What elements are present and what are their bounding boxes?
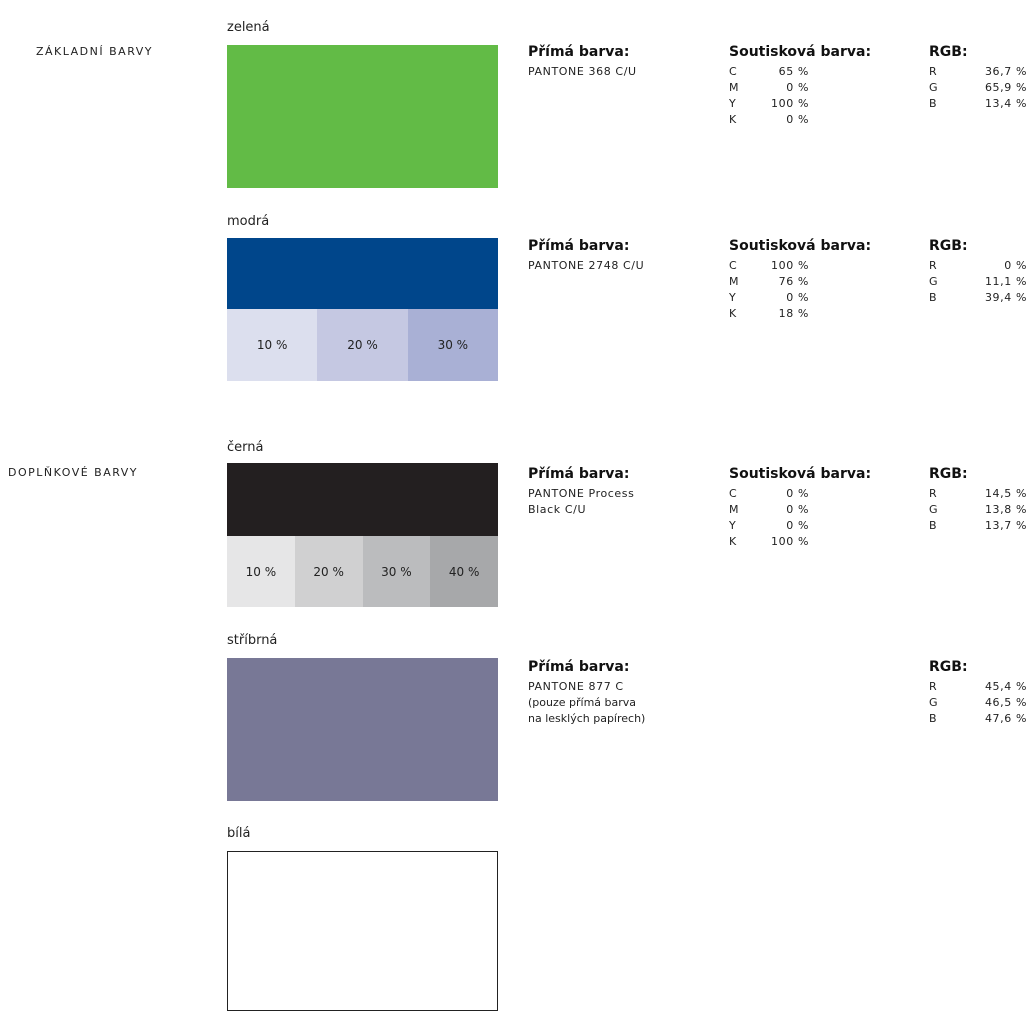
- rgb-heading-green: RGB:: [929, 44, 968, 60]
- process-color-heading-black: Soutisková barva:: [729, 466, 872, 482]
- rgb-heading-silver: RGB:: [929, 659, 968, 675]
- cmyk-row-k: K 100 %: [729, 535, 809, 548]
- rgb-row-b: B 13,4 %: [929, 97, 1027, 110]
- pantone-note-line: (pouze přímá barva: [528, 696, 637, 709]
- spot-color-heading-green: Přímá barva:: [528, 44, 630, 60]
- tints-black: 10 % 20 % 30 % 40 %: [227, 536, 498, 607]
- tint-black-20: 20 %: [294, 536, 363, 607]
- spot-color-heading-black: Přímá barva:: [528, 466, 630, 482]
- cmyk-row-k: K 18 %: [729, 307, 809, 320]
- color-name-black: černá: [227, 440, 264, 455]
- rgb-row-b: B 39,4 %: [929, 291, 1027, 304]
- rgb-row-r: R 14,5 %: [929, 487, 1027, 500]
- section-label-basic-colors: ZÁKLADNÍ BARVY: [36, 45, 153, 58]
- tints-blue: 10 % 20 % 30 %: [227, 309, 498, 381]
- rgb-row-g: G 11,1 %: [929, 275, 1027, 288]
- color-name-blue: modrá: [227, 214, 270, 229]
- tint-blue-10: 10 %: [227, 309, 318, 381]
- rgb-row-r: R 45,4 %: [929, 680, 1027, 693]
- rgb-black: R 14,5 % G 13,8 % B 13,7 %: [929, 486, 1027, 534]
- pantone-line: Black C/U: [528, 503, 587, 516]
- swatch-green: [227, 45, 498, 188]
- color-name-white: bílá: [227, 826, 251, 841]
- cmyk-row-c: C 100 %: [729, 259, 809, 272]
- cmyk-row-c: C 65 %: [729, 65, 809, 78]
- rgb-row-g: G 13,8 %: [929, 503, 1027, 516]
- swatch-black: [227, 463, 498, 536]
- process-color-heading-green: Soutisková barva:: [729, 44, 872, 60]
- rgb-silver: R 45,4 % G 46,5 % B 47,6 %: [929, 679, 1027, 727]
- pantone-line: PANTONE 2748 C/U: [528, 259, 645, 272]
- rgb-row-b: B 13,7 %: [929, 519, 1027, 532]
- rgb-heading-blue: RGB:: [929, 238, 968, 254]
- spot-color-heading-silver: Přímá barva:: [528, 659, 630, 675]
- pantone-blue: PANTONE 2748 C/U: [528, 258, 644, 274]
- rgb-green: R 36,7 % G 65,9 % B 13,4 %: [929, 64, 1027, 112]
- rgb-row-g: G 65,9 %: [929, 81, 1027, 94]
- cmyk-row-m: M 76 %: [729, 275, 809, 288]
- tint-black-30: 30 %: [362, 536, 431, 607]
- pantone-note-line: na lesklých papírech): [528, 712, 646, 725]
- color-name-green: zelená: [227, 20, 270, 35]
- section-label-supplementary-colors: DOPLŇKOVÉ BARVY: [8, 466, 139, 479]
- swatch-white: [227, 851, 498, 1011]
- rgb-row-r: R 36,7 %: [929, 65, 1027, 78]
- swatch-silver: [227, 658, 498, 801]
- pantone-line: PANTONE 877 C: [528, 680, 624, 693]
- rgb-row-g: G 46,5 %: [929, 696, 1027, 709]
- rgb-row-b: B 47,6 %: [929, 712, 1027, 725]
- swatch-blue: [227, 238, 498, 309]
- cmyk-row-y: Y 100 %: [729, 97, 809, 110]
- pantone-line: PANTONE Process: [528, 487, 635, 500]
- tint-black-40: 40 %: [430, 536, 498, 607]
- pantone-green: PANTONE 368 C/U: [528, 64, 637, 80]
- process-color-heading-blue: Soutisková barva:: [729, 238, 872, 254]
- pantone-line: PANTONE 368 C/U: [528, 65, 637, 78]
- spot-color-heading-blue: Přímá barva:: [528, 238, 630, 254]
- pantone-black: PANTONE Process Black C/U: [528, 486, 634, 518]
- tint-black-10: 10 %: [227, 536, 295, 607]
- tint-blue-30: 30 %: [407, 309, 498, 381]
- rgb-heading-black: RGB:: [929, 466, 968, 482]
- pantone-silver: PANTONE 877 C (pouze přímá barva na lesk…: [528, 679, 645, 727]
- color-name-silver: stříbrná: [227, 633, 278, 648]
- tint-blue-20: 20 %: [317, 309, 408, 381]
